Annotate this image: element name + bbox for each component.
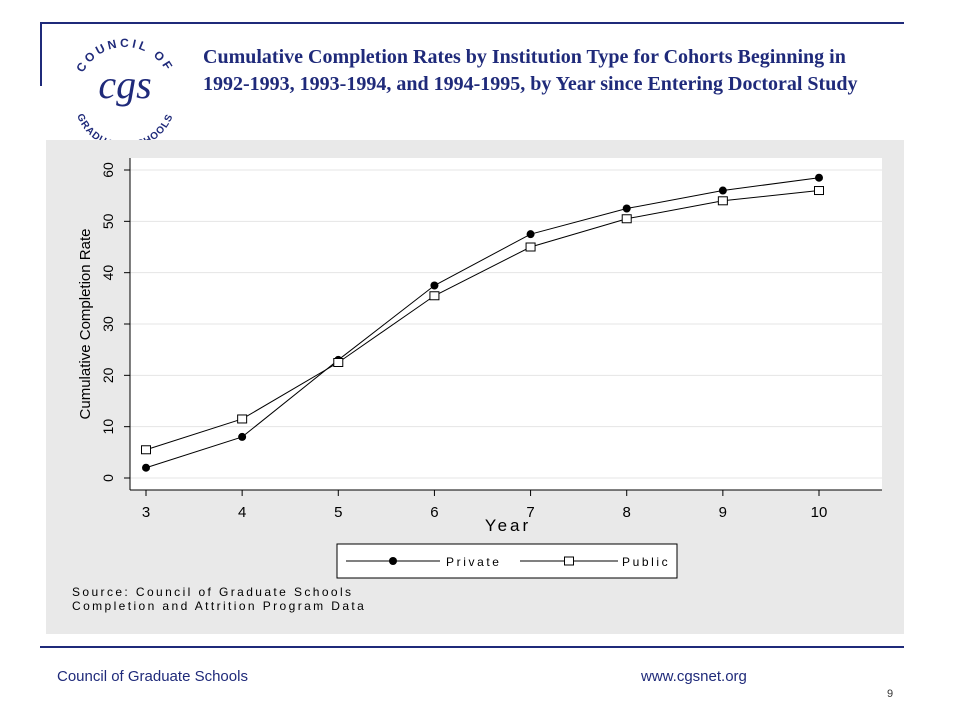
- data-point-private: [718, 186, 727, 195]
- data-point-private: [622, 204, 631, 213]
- data-point-public: [814, 186, 824, 196]
- y-tick-label: 50: [100, 213, 116, 229]
- y-tick-label: 10: [100, 419, 116, 435]
- data-point-public: [237, 414, 248, 424]
- series-line-public: [145, 190, 820, 451]
- source-line-1: Source: Council of Graduate Schools: [72, 585, 353, 599]
- data-point-public: [525, 242, 536, 252]
- legend-marker-private: [389, 557, 397, 565]
- data-point-private: [430, 281, 439, 290]
- source-line-2: Completion and Attrition Program Data: [72, 599, 366, 613]
- data-point-private: [142, 463, 150, 472]
- legend-label-private: Private: [446, 555, 502, 569]
- footer-organization: Council of Graduate Schools: [57, 668, 248, 685]
- top-rule: [40, 22, 904, 24]
- data-point-public: [717, 196, 728, 206]
- data-point-private: [815, 173, 823, 182]
- data-point-public: [621, 214, 632, 224]
- x-tick-label: 5: [334, 504, 342, 521]
- x-tick-label: 3: [142, 504, 150, 521]
- y-tick-label: 60: [100, 162, 116, 178]
- x-tick-label: 8: [623, 504, 631, 521]
- x-tick-label: 9: [719, 504, 727, 521]
- data-point-public: [333, 358, 344, 367]
- chart: 0 10 20 30 40 50 60 3 4 5 6 7 8 9 10 Cumulative Comple…: [72, 158, 882, 613]
- footer-website-link[interactable]: www.cgsnet.org: [641, 668, 747, 685]
- cgs-logo: COUNCIL OF GRADUATE SCHOOLS cgs: [73, 36, 174, 148]
- x-tick-label: 10: [811, 504, 828, 521]
- x-tick-label: 7: [526, 504, 534, 521]
- y-tick-label: 0: [100, 474, 116, 482]
- axes: 0 10 20 30 40 50 60 3 4 5 6 7 8 9 10: [100, 158, 882, 521]
- logo-mark: cgs: [98, 62, 151, 107]
- data-point-private: [526, 230, 535, 239]
- bottom-rule: [40, 646, 904, 648]
- data-point-public: [141, 445, 151, 455]
- slide-title: Cumulative Completion Rates by Instituti…: [203, 46, 858, 95]
- x-tick-label: 6: [430, 504, 438, 521]
- y-tick-label: 40: [100, 265, 116, 281]
- data-point-public: [429, 291, 440, 301]
- series: [141, 173, 824, 472]
- y-tick-label: 20: [100, 367, 116, 383]
- x-tick-label: 4: [238, 504, 246, 521]
- series-line-private: [145, 177, 820, 469]
- y-axis-label: Cumulative Completion Rate: [77, 229, 94, 420]
- x-axis-label: Year: [485, 516, 531, 535]
- legend-label-public: Public: [622, 555, 670, 569]
- y-tick-label: 30: [100, 316, 116, 332]
- chart-panel: 0 10 20 30 40 50 60 3 4 5 6 7 8 9 10 Cumulative Comple…: [46, 140, 904, 634]
- legend: Private Public: [336, 543, 678, 579]
- left-rule: [40, 22, 42, 86]
- page-number: 9: [887, 688, 894, 700]
- data-point-private: [238, 432, 247, 441]
- legend-marker-public: [564, 556, 574, 566]
